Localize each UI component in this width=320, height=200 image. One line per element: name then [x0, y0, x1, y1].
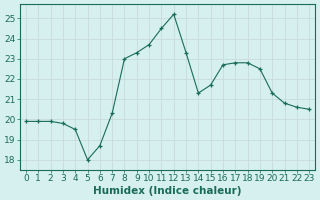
- X-axis label: Humidex (Indice chaleur): Humidex (Indice chaleur): [93, 186, 242, 196]
